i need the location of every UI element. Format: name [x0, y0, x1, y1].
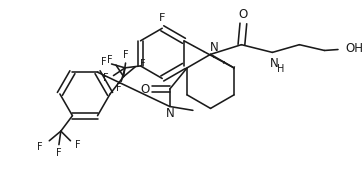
Text: F: F — [140, 59, 146, 69]
Text: F: F — [37, 141, 43, 152]
Text: N: N — [210, 41, 219, 54]
Text: F: F — [159, 13, 165, 23]
Text: F: F — [123, 50, 128, 60]
Text: F: F — [56, 148, 62, 158]
Text: F: F — [75, 140, 81, 150]
Text: F: F — [103, 72, 108, 82]
Text: OH: OH — [346, 42, 364, 55]
Text: O: O — [239, 8, 248, 21]
Text: F: F — [116, 83, 122, 93]
Text: F: F — [107, 55, 113, 65]
Text: H: H — [277, 64, 285, 74]
Text: N: N — [270, 57, 279, 70]
Text: O: O — [140, 83, 149, 96]
Text: N: N — [166, 107, 175, 120]
Text: F: F — [101, 57, 107, 67]
